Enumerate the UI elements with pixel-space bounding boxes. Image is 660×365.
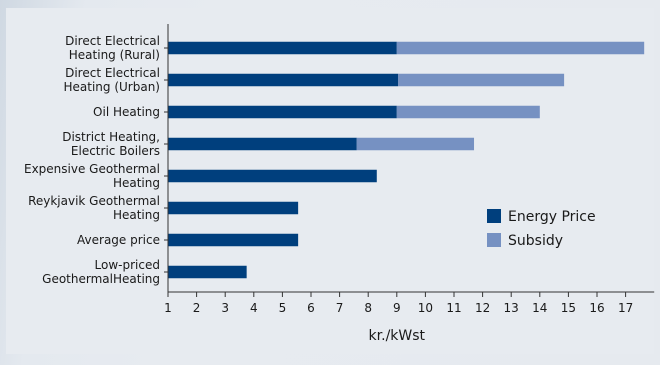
category-label-line: Reykjavik Geothermal <box>28 194 160 208</box>
category-label-0: Direct Electrical Heating (Rural) <box>65 34 160 62</box>
legend-swatch-energy-price <box>487 209 501 223</box>
bar-energy-price-5 <box>168 201 299 215</box>
category-label-line: Direct Electrical <box>65 34 160 48</box>
x-tick-label-3: 3 <box>221 301 229 315</box>
category-label-line: Heating (Urban) <box>64 80 161 94</box>
x-tick-label-17: 17 <box>618 301 633 315</box>
bar-subsidy-2 <box>396 105 540 119</box>
category-label-line: Oil Heating <box>93 105 160 119</box>
category-label-line: Heating <box>113 208 160 222</box>
x-tick-label-1: 1 <box>164 301 172 315</box>
bar-subsidy-0 <box>396 41 645 55</box>
bar-subsidy-3 <box>356 137 475 151</box>
bar-subsidy-1 <box>398 73 565 87</box>
category-label-line: Expensive Geothermal <box>24 162 160 176</box>
legend: Energy Price Subsidy <box>487 209 596 249</box>
x-tick-label-4: 4 <box>250 301 258 315</box>
category-label-line: Low-priced <box>95 258 160 272</box>
category-label-line: Heating (Rural) <box>69 48 160 62</box>
legend-swatch-subsidy <box>487 233 501 247</box>
bars-group <box>168 41 645 279</box>
bar-energy-price-4 <box>168 169 377 183</box>
bar-energy-price-1 <box>168 73 399 87</box>
x-tick-label-11: 11 <box>446 301 461 315</box>
x-axis: 1 2 3 4 5 6 7 8 9 10 11 12 13 14 15 16 17 <box>164 24 655 315</box>
category-label-line: Average price <box>77 233 160 247</box>
category-label-4: Expensive Geothermal Heating <box>24 162 160 190</box>
bar-energy-price-7 <box>168 265 247 279</box>
x-tick-label-9: 9 <box>393 301 401 315</box>
x-tick-label-7: 7 <box>336 301 344 315</box>
category-label-line: Direct Electrical <box>65 66 160 80</box>
legend-label-energy-price: Energy Price <box>508 209 596 225</box>
category-label-line: Electric Boilers <box>71 144 160 158</box>
x-tick-label-14: 14 <box>532 301 547 315</box>
category-label-1: Direct Electrical Heating (Urban) <box>64 66 161 94</box>
x-tick-label-10: 10 <box>418 301 433 315</box>
category-label-line: Heating <box>113 176 160 190</box>
x-axis-title: kr./kWst <box>369 328 426 344</box>
category-label-3: District Heating, Electric Boilers <box>62 130 160 158</box>
x-tick-label-8: 8 <box>364 301 372 315</box>
x-tick-label-16: 16 <box>589 301 604 315</box>
category-label-6: Average price <box>77 233 160 247</box>
bar-energy-price-2 <box>168 105 397 119</box>
x-tick-label-13: 13 <box>504 301 519 315</box>
legend-label-subsidy: Subsidy <box>508 233 563 249</box>
category-labels: Direct Electrical Heating (Rural)Direct E… <box>24 34 160 286</box>
bar-energy-price-3 <box>168 137 357 151</box>
category-label-line: District Heating, <box>62 130 160 144</box>
x-tick-label-12: 12 <box>475 301 490 315</box>
x-tick-label-15: 15 <box>561 301 576 315</box>
bar-energy-price-0 <box>168 41 397 55</box>
x-tick-label-5: 5 <box>279 301 287 315</box>
x-tick-label-6: 6 <box>307 301 315 315</box>
category-label-7: Low-priced GeothermalHeating <box>42 258 160 286</box>
category-label-line: GeothermalHeating <box>42 272 160 286</box>
category-label-5: Reykjavik Geothermal Heating <box>28 194 160 222</box>
x-tick-label-2: 2 <box>193 301 201 315</box>
category-label-2: Oil Heating <box>93 105 160 119</box>
bar-energy-price-6 <box>168 233 299 247</box>
